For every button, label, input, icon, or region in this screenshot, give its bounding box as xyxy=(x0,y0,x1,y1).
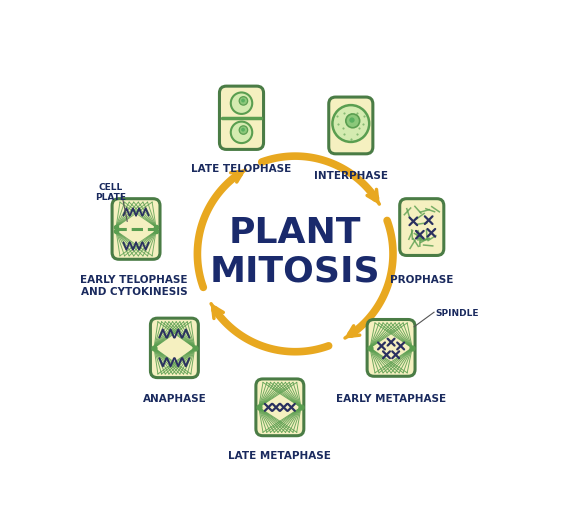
Text: EARLY TELOPHASE
AND CYTOKINESIS: EARLY TELOPHASE AND CYTOKINESIS xyxy=(81,275,188,297)
Text: LATE METAPHASE: LATE METAPHASE xyxy=(229,451,331,462)
FancyBboxPatch shape xyxy=(219,86,264,149)
FancyBboxPatch shape xyxy=(367,320,415,376)
FancyBboxPatch shape xyxy=(329,97,373,154)
Text: CELL
PLATE: CELL PLATE xyxy=(95,183,126,202)
Circle shape xyxy=(239,126,248,134)
Text: ANAPHASE: ANAPHASE xyxy=(142,394,206,404)
Text: MITOSIS: MITOSIS xyxy=(210,254,381,288)
Text: EARLY METAPHASE: EARLY METAPHASE xyxy=(336,394,446,404)
Text: SPINDLE: SPINDLE xyxy=(435,309,479,318)
FancyBboxPatch shape xyxy=(112,199,160,260)
Circle shape xyxy=(332,105,369,142)
Circle shape xyxy=(231,92,252,114)
Circle shape xyxy=(241,98,245,103)
Circle shape xyxy=(231,122,252,143)
FancyBboxPatch shape xyxy=(256,379,304,436)
Text: LATE TELOPHASE: LATE TELOPHASE xyxy=(191,164,291,174)
FancyBboxPatch shape xyxy=(150,318,198,378)
Text: INTERPHASE: INTERPHASE xyxy=(314,171,388,181)
Circle shape xyxy=(239,97,248,105)
Circle shape xyxy=(349,118,355,123)
Text: PLANT: PLANT xyxy=(229,216,362,250)
FancyBboxPatch shape xyxy=(400,199,444,255)
Text: PROPHASE: PROPHASE xyxy=(390,275,453,285)
Circle shape xyxy=(346,114,359,128)
Circle shape xyxy=(241,128,245,132)
